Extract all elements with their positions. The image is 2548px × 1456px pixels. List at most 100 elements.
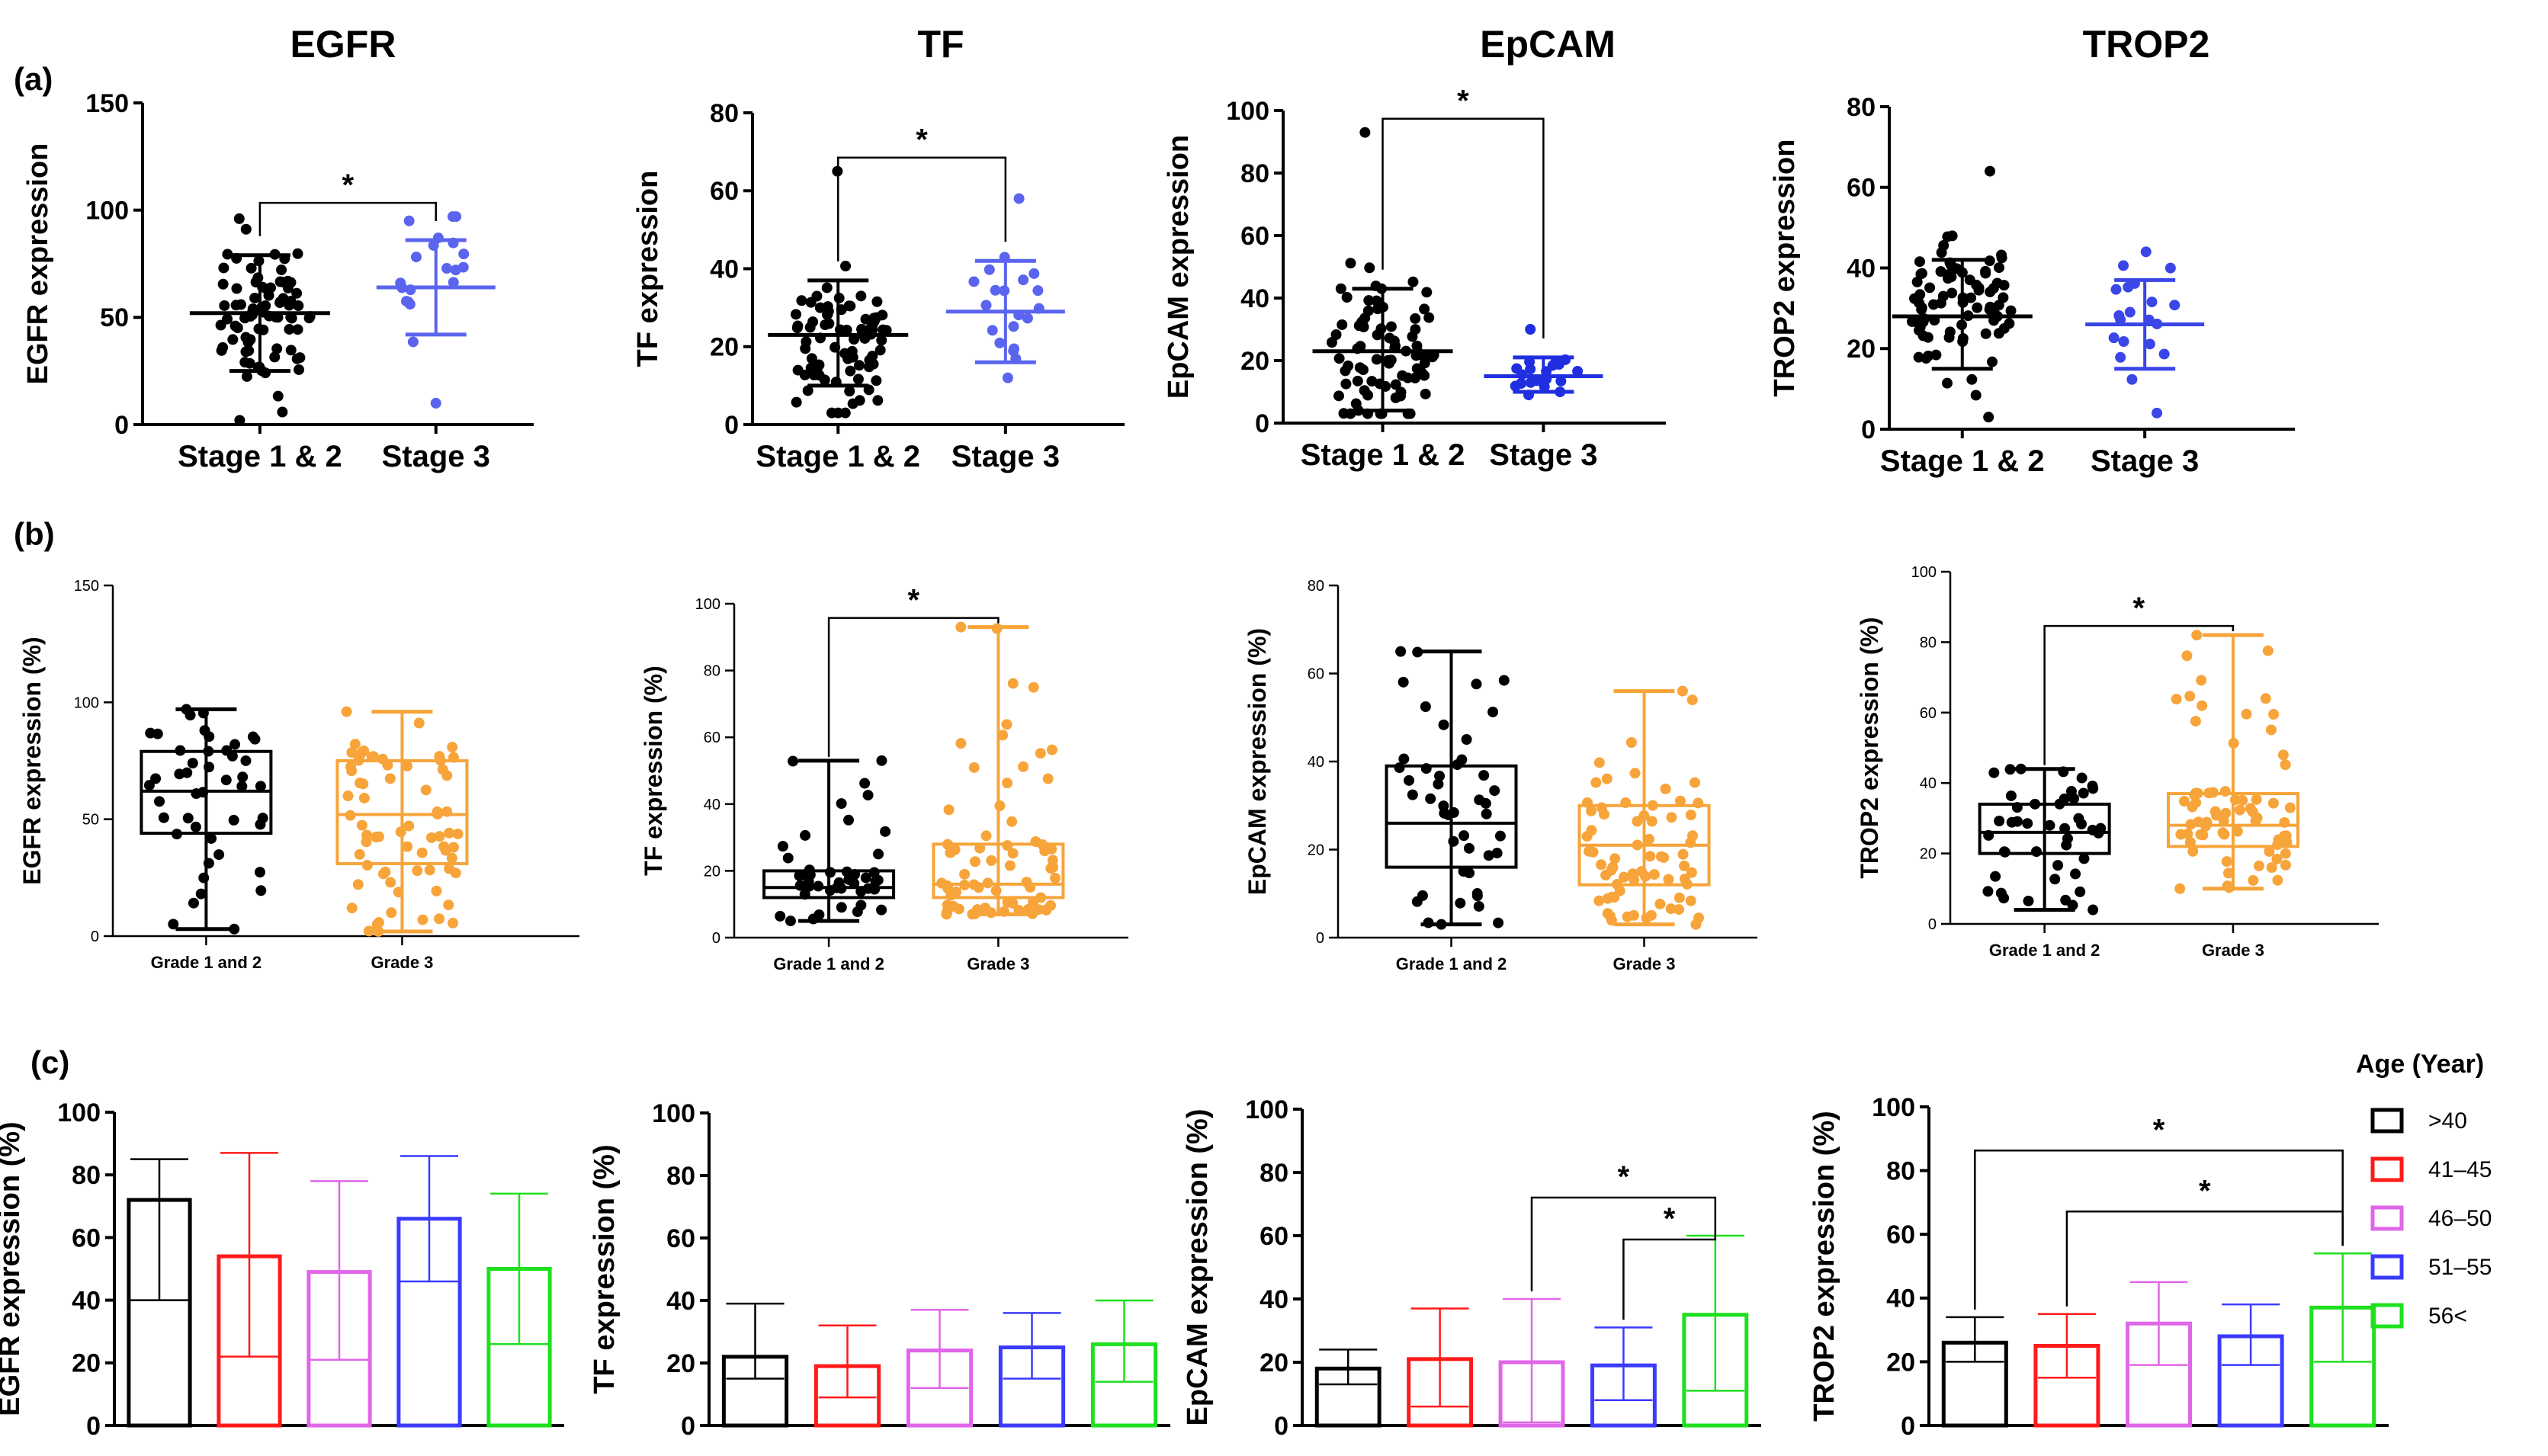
data-point: [255, 885, 267, 896]
data-point: [292, 248, 303, 259]
data-point: [1478, 770, 1490, 781]
data-point: [1646, 816, 1657, 827]
data-point: [1491, 848, 1503, 859]
data-point: [271, 343, 283, 354]
data-point: [2118, 260, 2129, 271]
data-point: [1586, 805, 1597, 816]
data-point: [1593, 757, 1605, 768]
data-point: [1394, 762, 1405, 774]
y-tick-label: 80: [1240, 159, 1269, 188]
data-point: [782, 852, 794, 864]
data-point: [2209, 806, 2221, 817]
data-point: [294, 364, 305, 375]
data-point: [980, 830, 992, 842]
chart-b-tf: 0 20 40 60 80 100 TF expression (%) Grade 1 and…: [640, 584, 1128, 973]
chart-title-a-tf: TF: [917, 23, 964, 66]
y-tick-label: 0: [1316, 930, 1324, 947]
data-point: [441, 770, 453, 781]
x-tick-label: Grade 3: [1613, 954, 1676, 973]
data-point: [355, 778, 366, 789]
data-point: [2266, 862, 2277, 874]
data-point: [181, 767, 193, 778]
data-point: [1018, 761, 1029, 772]
data-point: [775, 910, 786, 922]
data-point: [220, 775, 232, 786]
data-point: [1474, 794, 1485, 806]
data-point: [2190, 716, 2201, 727]
data-point: [791, 309, 802, 320]
data-point: [1033, 904, 1045, 916]
data-point: [2187, 845, 2199, 857]
data-point: [1674, 904, 1685, 916]
data-point: [800, 829, 811, 841]
data-point: [854, 395, 865, 406]
data-point: [2005, 790, 2017, 801]
legend-swatch-1: [2370, 1156, 2404, 1182]
data-point: [2197, 829, 2209, 841]
data-point: [1407, 789, 1418, 800]
data-point: [412, 865, 423, 877]
significance-bracket: [1530, 1196, 1717, 1291]
data-point: [2075, 886, 2086, 897]
data-point: [1352, 375, 1363, 386]
y-tick-label: 40: [1847, 254, 1876, 283]
data-point: [2073, 813, 2084, 824]
data-point: [277, 406, 288, 418]
data-point: [994, 800, 1006, 812]
y-tick-label: 100: [1911, 564, 1937, 581]
data-point: [2220, 807, 2232, 819]
y-tick-label: 50: [100, 303, 129, 332]
data-point: [1593, 895, 1605, 906]
data-point: [881, 325, 892, 336]
data-point: [826, 407, 837, 419]
data-point: [1404, 775, 1415, 786]
data-point: [2182, 828, 2193, 839]
data-point: [2268, 709, 2280, 720]
x-tick-label: Stage 3: [1489, 438, 1597, 472]
data-point: [1398, 753, 1410, 765]
data-point: [1002, 372, 1013, 383]
data-point: [1972, 302, 1983, 313]
data-point: [791, 322, 803, 334]
data-point: [1419, 303, 1430, 315]
data-point: [2178, 796, 2190, 807]
data-point: [213, 849, 225, 861]
data-point: [2251, 794, 2262, 805]
data-point: [1420, 701, 1431, 713]
data-point: [265, 282, 276, 293]
data-point: [959, 868, 971, 880]
data-point: [2067, 900, 2078, 911]
data-point: [2110, 284, 2122, 295]
data-point: [1335, 283, 1346, 294]
data-point: [1022, 903, 1034, 915]
y-tick-label: 100: [652, 1099, 695, 1128]
data-point: [843, 874, 855, 885]
data-point: [2030, 846, 2042, 858]
data-point: [358, 792, 370, 803]
data-point: [2144, 338, 2155, 350]
data-point: [1916, 303, 1927, 315]
data-point: [796, 295, 807, 306]
data-point: [876, 755, 887, 766]
data-point: [190, 821, 201, 832]
data-point: [1423, 312, 1435, 323]
data-point: [836, 902, 847, 913]
y-tick-label: 100: [1226, 97, 1269, 126]
data-point: [371, 832, 382, 843]
data-point: [255, 781, 266, 792]
data-point: [2169, 300, 2181, 311]
data-point: [417, 914, 428, 925]
data-point: [371, 919, 383, 930]
y-tick-label: 0: [724, 411, 739, 440]
data-point: [864, 354, 875, 366]
data-point: [968, 276, 980, 287]
data-point: [1572, 365, 1584, 377]
significance-star: *: [342, 168, 355, 202]
data-point: [1438, 800, 1449, 812]
data-point: [1410, 324, 1421, 335]
data-point: [1924, 282, 1936, 293]
box-iqr: [335, 759, 469, 865]
data-point: [1602, 908, 1613, 919]
data-point: [1980, 328, 1991, 339]
data-point: [852, 374, 864, 385]
